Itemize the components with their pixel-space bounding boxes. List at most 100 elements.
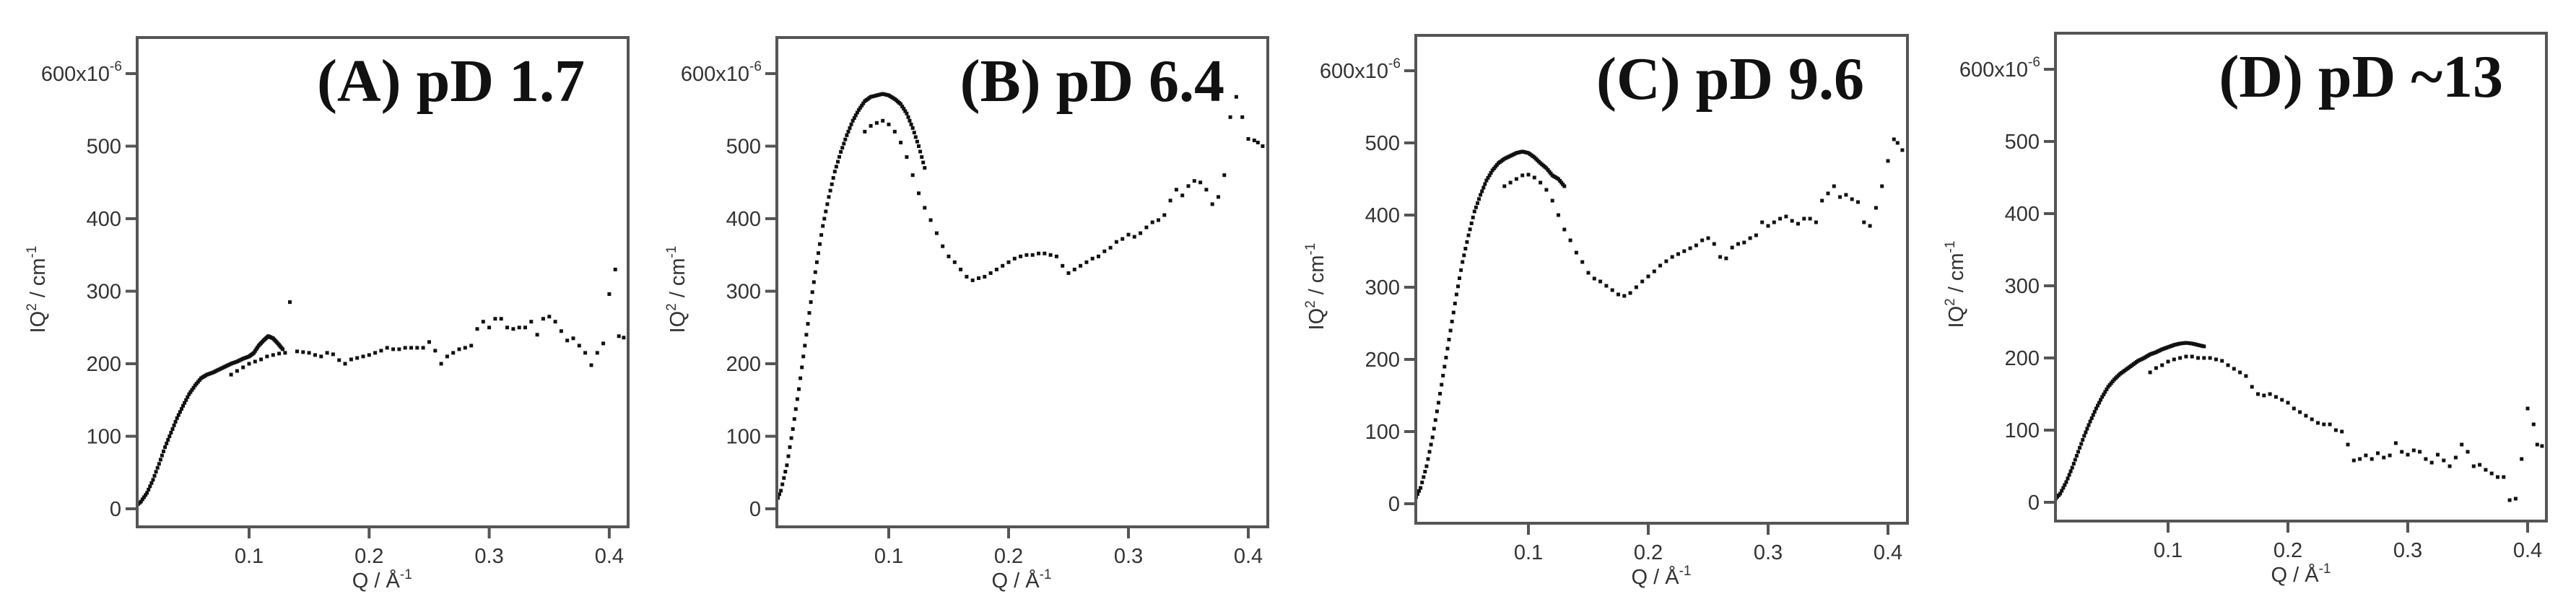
data-point [1481, 185, 1486, 190]
data-point [2061, 486, 2066, 490]
data-point [1463, 247, 1468, 250]
data-point [1487, 173, 1492, 178]
data-point [1766, 224, 1770, 228]
x-axis: 0.1 0.2 0.3 0.4 [235, 527, 624, 568]
data-point [2304, 414, 2308, 418]
data-point [1778, 217, 1783, 221]
data-point [331, 352, 335, 357]
y-tick-label: 200 [2005, 347, 2040, 370]
data-point [789, 436, 793, 440]
data-point [149, 481, 154, 485]
data-point [817, 251, 820, 255]
data-point [361, 354, 365, 359]
data-point [970, 278, 975, 282]
data-point [2070, 465, 2074, 470]
data-point [2436, 453, 2440, 457]
data-point [905, 111, 909, 115]
data-point [782, 476, 786, 480]
y-axis-label: IQ2 / cm-1 [25, 246, 50, 333]
data-point [1622, 294, 1627, 298]
data-point [160, 453, 164, 458]
panel-c: 0 100 200 300 400 500 600x10 -6 IQ2 / cm-1 0.1 0.2… [1303, 34, 1909, 589]
data-point [373, 351, 378, 355]
data-point [1019, 254, 1023, 258]
y-tick-label: 500 [2005, 131, 2040, 154]
data-point [475, 327, 479, 331]
data-point [2088, 419, 2092, 424]
data-point [1458, 276, 1461, 280]
data-point [1126, 232, 1131, 237]
data-point [839, 150, 843, 154]
data-point [301, 350, 305, 354]
x-tick-label: 0.2 [994, 545, 1023, 568]
y-tick-label: 300 [1365, 276, 1400, 300]
data-point [857, 108, 861, 112]
data-point [1433, 418, 1437, 422]
data-point [1736, 242, 1740, 246]
data-point [2280, 398, 2284, 402]
x-axis-label: Q / Å-1 [352, 567, 412, 593]
data-point [1435, 409, 1439, 414]
data-point [908, 118, 912, 123]
data-point [379, 349, 383, 353]
data-point [917, 144, 921, 148]
x-axis-label: Q / Å-1 [2271, 561, 2331, 587]
data-point [589, 363, 593, 367]
data-point [565, 338, 570, 343]
data-point [1544, 188, 1549, 192]
data-point [2096, 403, 2099, 408]
data-point [2094, 406, 2098, 411]
y-axis-label: IQ2 / cm-1 [1303, 243, 1328, 331]
data-point [2067, 473, 2071, 477]
data-point [952, 260, 957, 264]
data-point [2328, 422, 2332, 427]
data-point [2489, 471, 2494, 476]
data-point [1539, 180, 1543, 185]
data-point [229, 372, 233, 377]
data-point [1598, 279, 1603, 284]
data-point [2082, 434, 2087, 438]
data-point [235, 369, 239, 373]
data-point [415, 346, 419, 350]
data-point [1760, 220, 1765, 224]
data-point [181, 403, 185, 408]
data-point [178, 410, 182, 414]
data-point [850, 118, 855, 123]
data-point [1144, 225, 1149, 230]
data-point [2447, 464, 2452, 468]
plot-frame [2054, 32, 2548, 523]
data-point [2099, 398, 2103, 402]
data-point [1448, 328, 1453, 333]
data-point [385, 346, 389, 350]
data-point [1502, 184, 1507, 188]
y-tick-label: 600x10 [41, 63, 110, 86]
data-point [2333, 428, 2338, 432]
y-tick-label: 300 [2005, 275, 2040, 298]
data-points [1416, 137, 1905, 502]
data-point [1006, 260, 1011, 264]
data-point [1447, 338, 1451, 341]
data-point [1724, 256, 1728, 261]
data-point [1826, 191, 1830, 196]
data-point [2064, 480, 2068, 484]
data-point [2513, 497, 2518, 501]
data-point [2166, 359, 2170, 364]
data-point [1461, 260, 1465, 264]
data-point [783, 470, 788, 473]
data-point [433, 349, 438, 353]
data-point [1592, 276, 1596, 281]
x-axis-label: Q / Å-1 [992, 567, 1052, 593]
data-point [535, 333, 539, 337]
data-point [553, 320, 557, 324]
data-point [151, 478, 155, 482]
y-tick-label: 0 [1388, 493, 1400, 516]
data-point [319, 354, 323, 359]
data-point [881, 118, 885, 123]
data-point [1748, 236, 1752, 240]
data-point [421, 346, 425, 350]
data-point [1417, 489, 1421, 493]
x-axis: 0.1 0.2 0.3 0.4 [1514, 523, 1902, 564]
data-point [1634, 285, 1638, 289]
data-point [821, 224, 825, 228]
data-point [1508, 180, 1513, 185]
